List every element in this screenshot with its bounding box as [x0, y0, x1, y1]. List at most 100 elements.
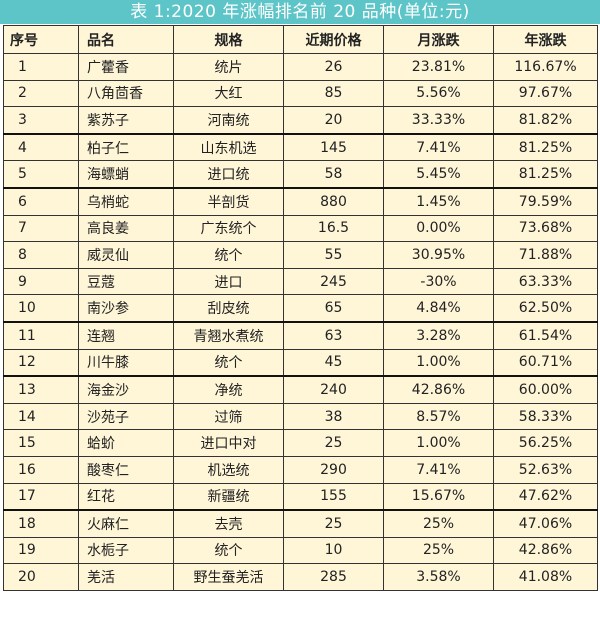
cell-price: 245: [283, 267, 384, 296]
cell-index: 16: [3, 455, 79, 484]
ranking-table: 序号 品名 规格 近期价格 月涨跌 年涨跌 1 广藿香 统片 26 23.81% 116.…: [3, 25, 598, 591]
table-row: 1 广藿香 统片 26 23.81% 116.67%: [3, 53, 598, 81]
cell-spec: 统片: [173, 53, 284, 81]
table-header-row: 序号 品名 规格 近期价格 月涨跌 年涨跌: [3, 25, 598, 54]
cell-index: 19: [3, 536, 79, 565]
cell-index: 14: [3, 402, 79, 431]
cell-price: 290: [283, 455, 384, 484]
cell-year-change: 47.06%: [493, 509, 598, 538]
cell-index: 20: [3, 563, 79, 591]
cell-month-change: 7.41%: [383, 132, 494, 162]
cell-price: 25: [283, 509, 384, 538]
header-index: 序号: [3, 25, 79, 54]
cell-month-change: 15.67%: [383, 482, 494, 511]
table-row: 9 豆蔻 进口 245 -30% 63.33%: [3, 267, 598, 296]
table-row: 7 高良姜 广东统个 16.5 0.00% 73.68%: [3, 214, 598, 243]
cell-spec: 过筛: [173, 402, 284, 431]
cell-name: 高良姜: [78, 214, 174, 243]
cell-year-change: 81.25%: [493, 160, 598, 189]
cell-index: 2: [3, 79, 79, 108]
table-row: 15 蛤蚧 进口中对 25 1.00% 56.25%: [3, 429, 598, 457]
cell-index: 10: [3, 294, 79, 323]
cell-spec: 青翘水煮统: [173, 320, 284, 350]
cell-month-change: 33.33%: [383, 106, 494, 135]
cell-year-change: 52.63%: [493, 455, 598, 484]
cell-price: 20: [283, 106, 384, 135]
cell-month-change: 7.41%: [383, 455, 494, 484]
cell-price: 63: [283, 320, 384, 350]
cell-index: 5: [3, 160, 79, 189]
table-row: 8 威灵仙 统个 55 30.95% 71.88%: [3, 241, 598, 269]
header-year-change: 年涨跌: [493, 25, 598, 54]
cell-spec: 野生蚕羌活: [173, 563, 284, 591]
cell-name: 紫苏子: [78, 106, 174, 135]
cell-spec: 统个: [173, 348, 284, 377]
cell-price: 58: [283, 160, 384, 189]
table-row: 11 连翘 青翘水煮统 63 3.28% 61.54%: [3, 320, 598, 350]
cell-name: 乌梢蛇: [78, 186, 174, 216]
cell-spec: 统个: [173, 536, 284, 565]
cell-year-change: 71.88%: [493, 241, 598, 269]
cell-name: 威灵仙: [78, 241, 174, 269]
cell-year-change: 41.08%: [493, 563, 598, 591]
cell-month-change: 23.81%: [383, 53, 494, 81]
table-row: 4 柏子仁 山东机选 145 7.41% 81.25%: [3, 132, 598, 162]
cell-month-change: 1.00%: [383, 429, 494, 457]
cell-month-change: 5.56%: [383, 79, 494, 108]
table-row: 19 水栀子 统个 10 25% 42.86%: [3, 536, 598, 565]
cell-spec: 河南统: [173, 106, 284, 135]
cell-name: 酸枣仁: [78, 455, 174, 484]
cell-price: 10: [283, 536, 384, 565]
cell-year-change: 58.33%: [493, 402, 598, 431]
cell-name: 蛤蚧: [78, 429, 174, 457]
cell-year-change: 116.67%: [493, 53, 598, 81]
cell-price: 65: [283, 294, 384, 323]
cell-month-change: 30.95%: [383, 241, 494, 269]
cell-index: 4: [3, 132, 79, 162]
cell-index: 18: [3, 509, 79, 538]
cell-name: 川牛膝: [78, 348, 174, 377]
header-month-change: 月涨跌: [383, 25, 494, 54]
cell-name: 羌活: [78, 563, 174, 591]
table-row: 6 乌梢蛇 半剖货 880 1.45% 79.59%: [3, 186, 598, 216]
cell-price: 55: [283, 241, 384, 269]
cell-month-change: 0.00%: [383, 214, 494, 243]
cell-month-change: -30%: [383, 267, 494, 296]
cell-index: 6: [3, 186, 79, 216]
table-row: 20 羌活 野生蚕羌活 285 3.58% 41.08%: [3, 563, 598, 591]
cell-year-change: 63.33%: [493, 267, 598, 296]
cell-index: 7: [3, 214, 79, 243]
cell-index: 17: [3, 482, 79, 511]
cell-year-change: 47.62%: [493, 482, 598, 511]
cell-price: 155: [283, 482, 384, 511]
cell-index: 8: [3, 241, 79, 269]
cell-name: 广藿香: [78, 53, 174, 81]
cell-month-change: 25%: [383, 536, 494, 565]
cell-year-change: 42.86%: [493, 536, 598, 565]
cell-index: 1: [3, 53, 79, 81]
cell-month-change: 42.86%: [383, 375, 494, 404]
cell-year-change: 81.25%: [493, 132, 598, 162]
table-row: 5 海螵蛸 进口统 58 5.45% 81.25%: [3, 160, 598, 189]
cell-name: 南沙参: [78, 294, 174, 323]
cell-spec: 机选统: [173, 455, 284, 484]
cell-name: 沙苑子: [78, 402, 174, 431]
cell-spec: 新疆统: [173, 482, 284, 511]
cell-month-change: 4.84%: [383, 294, 494, 323]
cell-index: 9: [3, 267, 79, 296]
cell-price: 240: [283, 375, 384, 404]
header-price: 近期价格: [283, 25, 384, 54]
cell-price: 45: [283, 348, 384, 377]
cell-name: 火麻仁: [78, 509, 174, 538]
cell-month-change: 1.45%: [383, 186, 494, 216]
cell-spec: 统个: [173, 241, 284, 269]
cell-index: 15: [3, 429, 79, 457]
cell-year-change: 56.25%: [493, 429, 598, 457]
cell-price: 26: [283, 53, 384, 81]
cell-month-change: 5.45%: [383, 160, 494, 189]
cell-year-change: 73.68%: [493, 214, 598, 243]
cell-name: 水栀子: [78, 536, 174, 565]
cell-year-change: 61.54%: [493, 320, 598, 350]
cell-spec: 净统: [173, 375, 284, 404]
